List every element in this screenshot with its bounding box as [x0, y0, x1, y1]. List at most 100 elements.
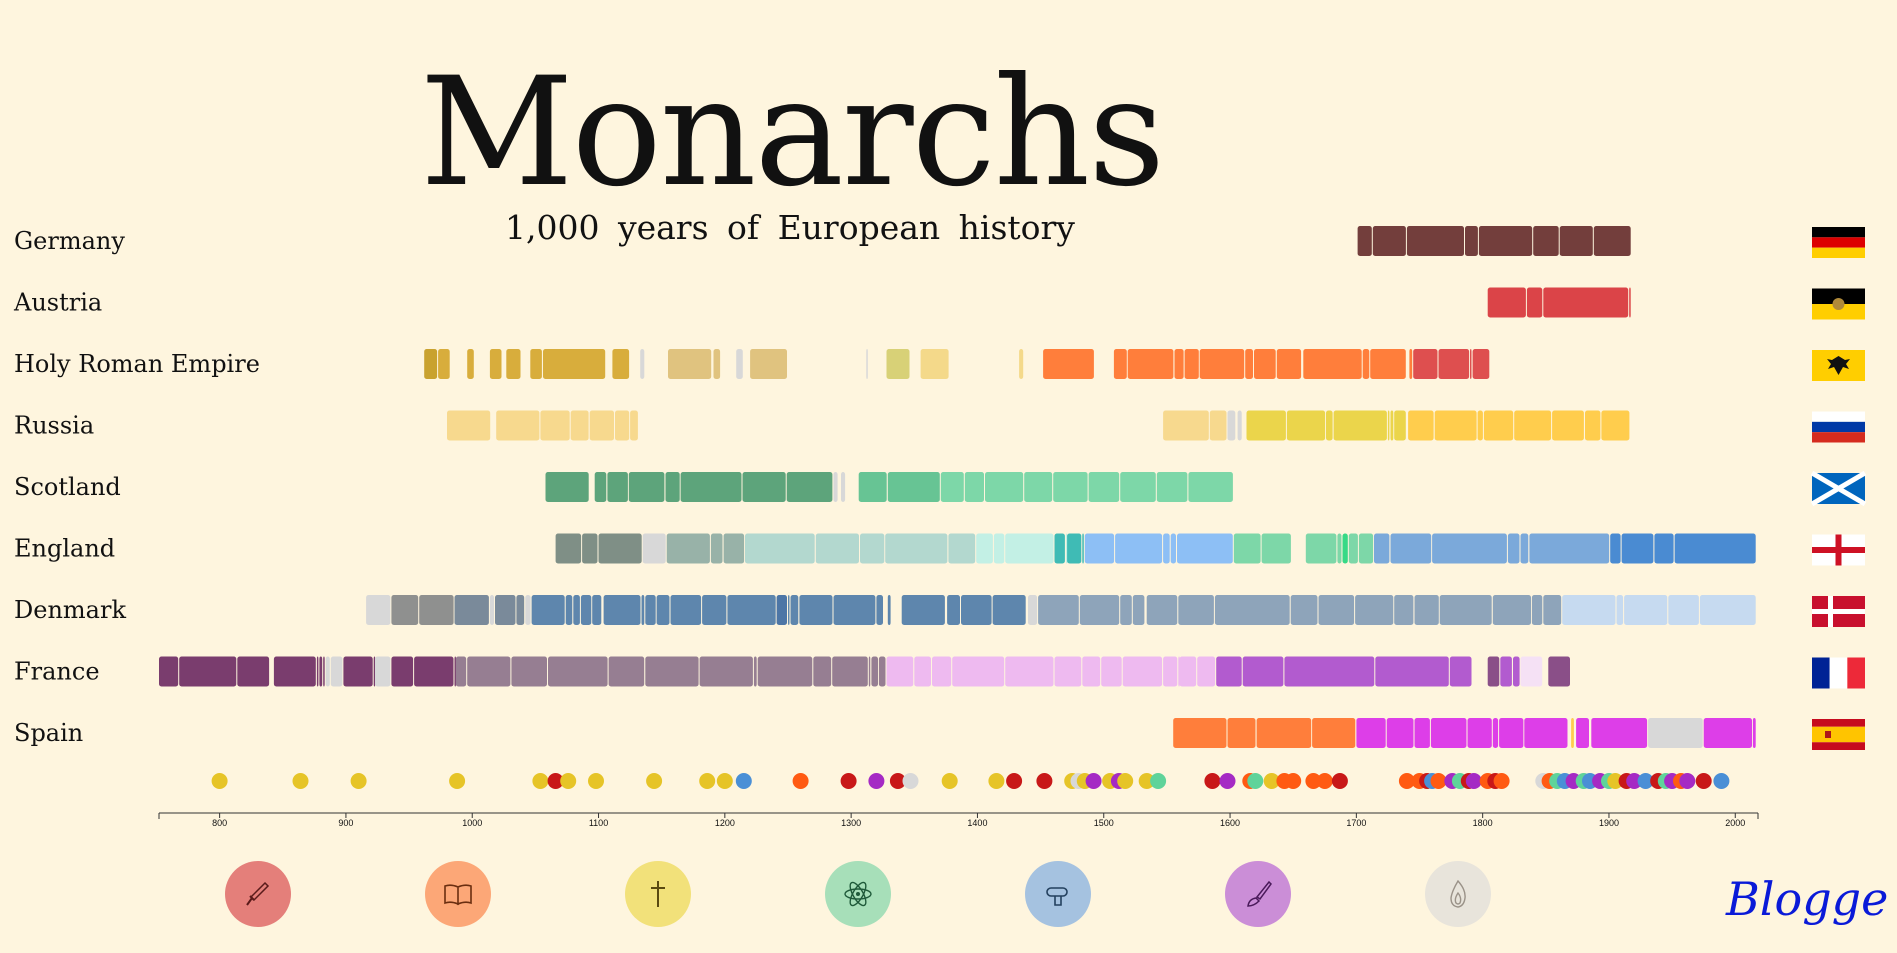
reign-bar[interactable] — [757, 656, 813, 687]
event-dot[interactable] — [449, 773, 466, 789]
reign-bar[interactable] — [1355, 595, 1394, 625]
event-dot[interactable] — [350, 773, 367, 789]
reign-bar[interactable] — [799, 595, 833, 625]
reign-bar[interactable] — [1470, 349, 1472, 379]
reign-bar[interactable] — [920, 349, 949, 379]
reign-bar[interactable] — [1177, 533, 1233, 564]
reign-bar[interactable] — [1199, 349, 1245, 379]
reign-bar[interactable] — [1326, 410, 1333, 441]
reign-bar[interactable] — [1372, 226, 1406, 256]
reign-bar[interactable] — [1472, 349, 1490, 379]
reign-bar[interactable] — [1699, 595, 1756, 625]
event-dot[interactable] — [840, 773, 857, 789]
reign-bar[interactable] — [1375, 656, 1449, 687]
reign-bar[interactable] — [1318, 595, 1355, 625]
reign-bar[interactable] — [1342, 533, 1348, 564]
reign-bar[interactable] — [366, 595, 391, 625]
reign-bar[interactable] — [753, 656, 757, 687]
reign-bar[interactable] — [1559, 226, 1593, 256]
reign-bar[interactable] — [866, 349, 868, 379]
reign-bar[interactable] — [1256, 718, 1312, 748]
reign-bar[interactable] — [1127, 349, 1174, 379]
reign-bar[interactable] — [1163, 533, 1170, 564]
reign-bar[interactable] — [1492, 718, 1499, 748]
reign-bar[interactable] — [1303, 349, 1362, 379]
reign-bar[interactable] — [1173, 718, 1227, 748]
reign-bar[interactable] — [1467, 718, 1492, 748]
reign-bar[interactable] — [887, 595, 891, 625]
reign-bar[interactable] — [641, 595, 645, 625]
reign-bar[interactable] — [1233, 533, 1261, 564]
reign-bar[interactable] — [1290, 595, 1318, 625]
reign-bar[interactable] — [1370, 349, 1406, 379]
event-dot[interactable] — [646, 773, 663, 789]
reign-bar[interactable] — [1101, 656, 1122, 687]
reign-bar[interactable] — [948, 533, 976, 564]
reign-bar[interactable] — [723, 533, 745, 564]
reign-bar[interactable] — [976, 533, 993, 564]
reign-bar[interactable] — [1487, 656, 1500, 687]
reign-bar[interactable] — [1520, 656, 1543, 687]
reign-bar[interactable] — [592, 595, 602, 625]
event-dot[interactable] — [1316, 773, 1333, 789]
reign-bar[interactable] — [1585, 410, 1601, 441]
reign-bar[interactable] — [1079, 595, 1120, 625]
reign-bar[interactable] — [1406, 226, 1464, 256]
reign-bar[interactable] — [1413, 349, 1438, 379]
reign-bar[interactable] — [815, 533, 859, 564]
reign-bar[interactable] — [1500, 656, 1512, 687]
reign-bar[interactable] — [1054, 656, 1082, 687]
reign-bar[interactable] — [858, 472, 887, 502]
reign-bar[interactable] — [570, 410, 589, 441]
reign-bar[interactable] — [1752, 718, 1756, 748]
reign-bar[interactable] — [1394, 410, 1406, 441]
reign-bar[interactable] — [736, 349, 743, 379]
reign-bar[interactable] — [640, 349, 645, 379]
reign-bar[interactable] — [1115, 533, 1163, 564]
reign-bar[interactable] — [668, 349, 712, 379]
reign-bar[interactable] — [868, 656, 871, 687]
reign-bar[interactable] — [1674, 533, 1756, 564]
reign-bar[interactable] — [656, 595, 670, 625]
event-dot[interactable] — [1493, 773, 1510, 789]
reign-bar[interactable] — [454, 595, 489, 625]
event-dot[interactable] — [1150, 773, 1167, 789]
reign-bar[interactable] — [1477, 410, 1483, 441]
reign-bar[interactable] — [1082, 533, 1084, 564]
reign-bar[interactable] — [1591, 718, 1648, 748]
reign-bar[interactable] — [455, 656, 467, 687]
reign-bar[interactable] — [1284, 656, 1375, 687]
reign-bar[interactable] — [1610, 533, 1621, 564]
reign-bar[interactable] — [745, 533, 815, 564]
reign-bar[interactable] — [1465, 226, 1478, 256]
event-dot[interactable] — [1247, 773, 1264, 789]
reign-bar[interactable] — [713, 349, 721, 379]
reign-bar[interactable] — [993, 533, 1005, 564]
reign-bar[interactable] — [1432, 533, 1507, 564]
reign-bar[interactable] — [1648, 718, 1703, 748]
reign-bar[interactable] — [438, 349, 450, 379]
reign-bar[interactable] — [612, 349, 630, 379]
reign-bar[interactable] — [885, 533, 948, 564]
reign-bar[interactable] — [886, 349, 910, 379]
reign-bar[interactable] — [325, 656, 330, 687]
reign-bar[interactable] — [1409, 349, 1413, 379]
reign-bar[interactable] — [1520, 533, 1529, 564]
reign-bar[interactable] — [1624, 595, 1668, 625]
reign-bar[interactable] — [530, 349, 542, 379]
event-dot[interactable] — [868, 773, 885, 789]
reign-bar[interactable] — [319, 656, 323, 687]
reign-bar[interactable] — [1005, 656, 1054, 687]
event-dot[interactable] — [1626, 773, 1643, 789]
reign-bar[interactable] — [419, 595, 454, 625]
reign-bar[interactable] — [630, 410, 638, 441]
event-dot[interactable] — [547, 773, 564, 789]
reign-bar[interactable] — [1174, 349, 1184, 379]
event-dot[interactable] — [560, 773, 577, 789]
reign-bar[interactable] — [594, 472, 607, 502]
event-dot[interactable] — [716, 773, 733, 789]
reign-bar[interactable] — [1390, 410, 1394, 441]
reign-bar[interactable] — [1548, 656, 1570, 687]
reign-bar[interactable] — [1132, 595, 1145, 625]
reign-bar[interactable] — [964, 472, 984, 502]
